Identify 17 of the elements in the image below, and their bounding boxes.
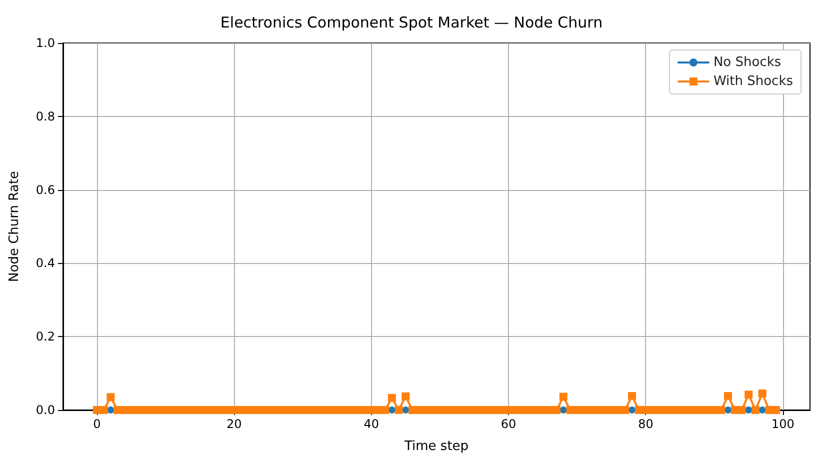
x-tick-label: 80 (638, 417, 654, 431)
x-tick-label: 100 (771, 417, 794, 431)
y-tick-label: 0.8 (36, 109, 55, 124)
x-tick-label: 40 (364, 417, 379, 431)
y-tick-label: 0.0 (36, 403, 55, 417)
legend-label: No Shocks (713, 55, 782, 70)
chart-title: Electronics Component Spot Market — Node Churn (220, 14, 603, 32)
y-tick-label: 0.6 (36, 182, 55, 197)
y-tick-label: 1.0 (36, 36, 55, 50)
x-tick-label: 20 (226, 417, 242, 431)
x-tick-label: 0 (93, 417, 101, 431)
y-tick-label: 0.2 (36, 330, 55, 344)
y-axis-title: Node Churn Rate (7, 171, 22, 282)
x-axis-title: Time step (403, 439, 469, 454)
legend-label: With Shocks (713, 74, 794, 89)
x-tick-label: 60 (500, 417, 516, 431)
y-tick-label: 0.4 (36, 256, 55, 270)
